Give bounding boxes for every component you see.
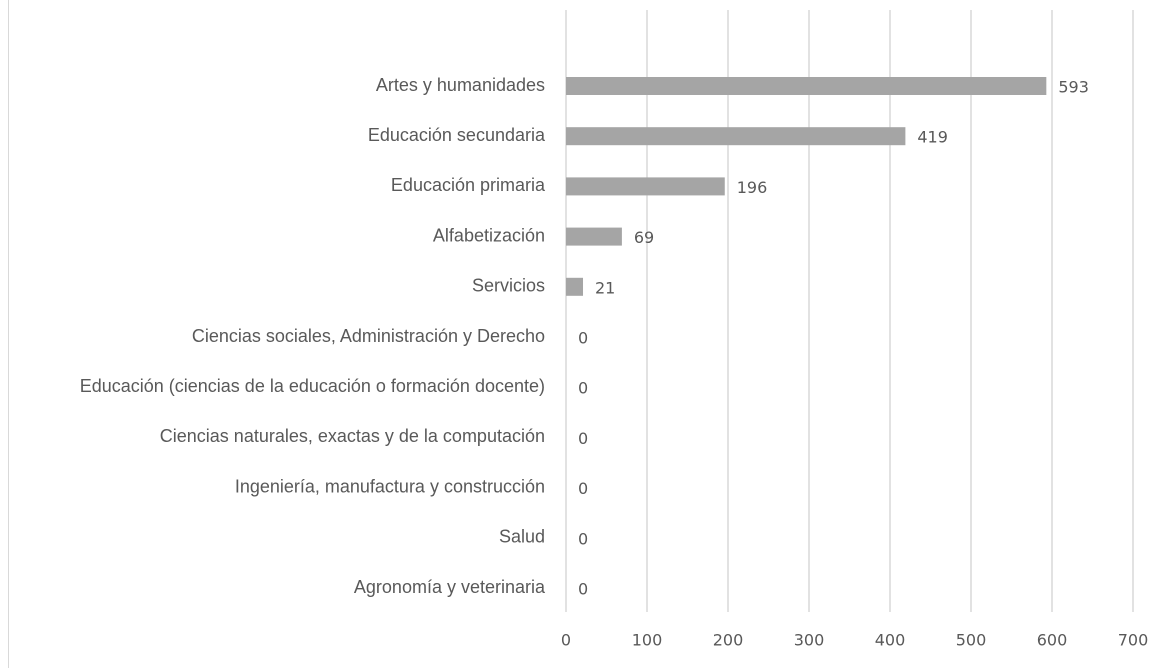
value-label: 0 bbox=[578, 580, 588, 599]
value-label: 69 bbox=[634, 228, 654, 247]
value-label: 0 bbox=[578, 329, 588, 348]
y-tick-label: Educación (ciencias de la educación o fo… bbox=[80, 376, 545, 396]
value-label: 0 bbox=[578, 479, 588, 498]
y-tick-label: Educación primaria bbox=[391, 175, 546, 195]
x-tick-label: 300 bbox=[794, 631, 825, 650]
bar bbox=[566, 127, 906, 146]
x-tick-label: 500 bbox=[956, 631, 987, 650]
y-tick-label: Educación secundaria bbox=[368, 125, 546, 145]
frame bbox=[8, 0, 9, 668]
bar bbox=[566, 177, 725, 196]
value-label: 21 bbox=[595, 278, 615, 297]
x-tick-label: 400 bbox=[875, 631, 906, 650]
y-tick-label: Servicios bbox=[472, 276, 545, 296]
value-label: 0 bbox=[578, 429, 588, 448]
x-tick-label: 700 bbox=[1118, 631, 1149, 650]
value-label: 196 bbox=[737, 178, 768, 197]
bar bbox=[566, 227, 622, 246]
x-tick-label: 0 bbox=[561, 631, 571, 650]
y-tick-label: Salud bbox=[499, 527, 545, 547]
y-tick-label: Ciencias sociales, Administración y Dere… bbox=[192, 326, 545, 346]
value-label: 0 bbox=[578, 379, 588, 398]
y-tick-label: Ingeniería, manufactura y construcción bbox=[235, 476, 545, 496]
value-label: 0 bbox=[578, 529, 588, 548]
y-tick-label: Alfabetización bbox=[433, 225, 545, 245]
y-tick-label: Agronomía y veterinaria bbox=[354, 577, 546, 597]
bar bbox=[566, 77, 1047, 95]
value-label: 593 bbox=[1058, 78, 1089, 97]
y-tick-label: Artes y humanidades bbox=[376, 75, 545, 95]
y-tick-label: Ciencias naturales, exactas y de la comp… bbox=[160, 426, 545, 446]
value-label: 419 bbox=[917, 128, 948, 147]
x-tick-label: 100 bbox=[632, 631, 663, 650]
bar bbox=[566, 277, 584, 296]
x-tick-label: 600 bbox=[1037, 631, 1068, 650]
x-tick-label: 200 bbox=[713, 631, 744, 650]
